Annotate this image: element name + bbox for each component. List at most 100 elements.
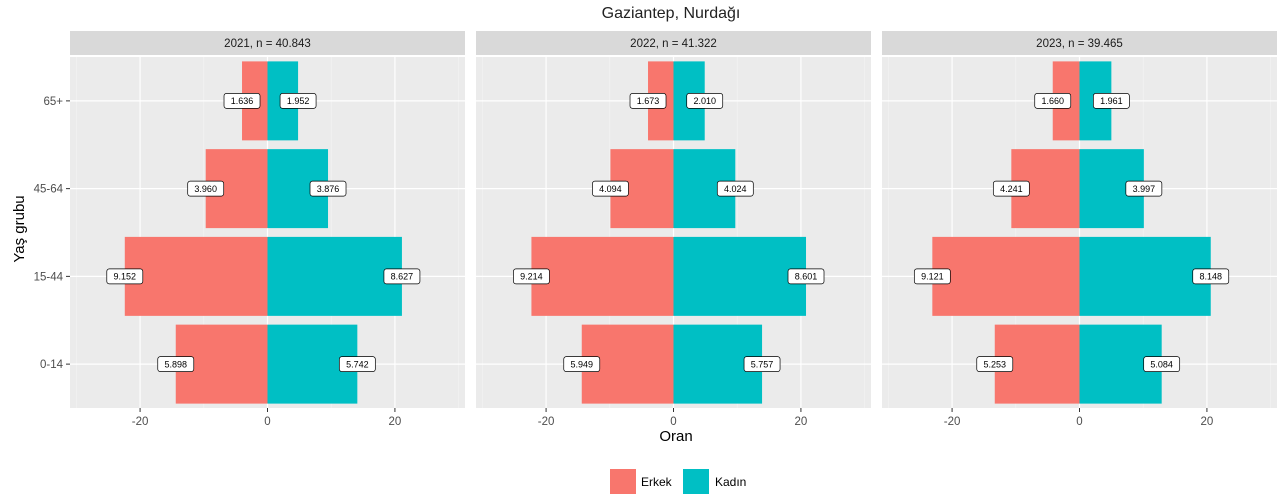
data-label: 5.253 bbox=[976, 356, 1014, 372]
data-label-text: 1.961 bbox=[1100, 96, 1123, 106]
data-label-box bbox=[787, 268, 825, 285]
data-label-box bbox=[743, 356, 781, 372]
x-axis-title: Oran bbox=[659, 428, 692, 445]
facet-panel: 2022, n = 41.322 5.949 9.214 4.094 1.673 5.75… bbox=[476, 31, 871, 428]
data-label-box bbox=[563, 356, 601, 372]
data-label-text: 8.148 bbox=[1199, 272, 1222, 282]
data-label: 1.673 bbox=[629, 93, 667, 109]
data-label: 9.152 bbox=[106, 268, 144, 285]
x-tick-label: 20 bbox=[1201, 416, 1214, 428]
bar-kadın-15-44 bbox=[267, 236, 402, 316]
chart-title: Gaziantep, Nurdağı bbox=[602, 5, 741, 22]
y-tick-label: 15-44 bbox=[34, 271, 64, 283]
x-tick-label: 0 bbox=[264, 416, 270, 428]
data-label-text: 5.084 bbox=[1150, 359, 1173, 369]
data-label-text: 8.601 bbox=[795, 272, 818, 282]
data-label-text: 2.010 bbox=[693, 96, 716, 106]
bar-erkek-15-44 bbox=[932, 236, 1080, 316]
data-label: 8.148 bbox=[1192, 268, 1230, 285]
y-tick-label: 45-64 bbox=[34, 184, 64, 196]
facet-panel: 2023, n = 39.465 5.253 9.121 4.241 1.660 5.08… bbox=[882, 31, 1277, 428]
data-label: 5.949 bbox=[563, 356, 601, 372]
data-label-box bbox=[629, 93, 667, 109]
data-label: 1.952 bbox=[279, 93, 317, 109]
data-label: 1.961 bbox=[1093, 93, 1130, 109]
data-label-text: 5.253 bbox=[984, 359, 1007, 369]
data-label: 3.960 bbox=[187, 180, 225, 197]
data-label-box bbox=[513, 268, 550, 285]
data-label-box bbox=[913, 268, 951, 285]
data-label: 3.997 bbox=[1125, 180, 1163, 197]
legend-swatch-erkek bbox=[610, 469, 636, 494]
data-label-text: 1.660 bbox=[1041, 96, 1064, 106]
data-label-text: 5.742 bbox=[346, 359, 369, 369]
x-tick-label: 0 bbox=[1076, 416, 1082, 428]
data-label: 9.214 bbox=[513, 268, 550, 285]
data-label: 1.636 bbox=[223, 93, 261, 109]
y-axis-title: Yaş grubu bbox=[11, 195, 28, 262]
legend-swatch-kadin bbox=[683, 469, 709, 494]
data-label-box bbox=[223, 93, 261, 109]
data-label-text: 3.960 bbox=[194, 184, 217, 194]
data-label-box bbox=[992, 180, 1030, 197]
data-label-text: 9.214 bbox=[520, 272, 543, 282]
data-label-text: 9.152 bbox=[114, 272, 137, 282]
facet-panel: 2021, n = 40.843 5.898 9.152 3.960 1.636 5.74… bbox=[70, 31, 465, 428]
data-label-text: 3.876 bbox=[317, 184, 340, 194]
data-label: 4.094 bbox=[592, 180, 629, 197]
data-label-text: 5.898 bbox=[164, 359, 187, 369]
facet-strip bbox=[70, 31, 465, 55]
data-label-box bbox=[338, 356, 376, 372]
data-label-box bbox=[157, 356, 195, 372]
facet-strip-label: 2022, n = 41.322 bbox=[630, 38, 717, 50]
bar-kadın-15-44 bbox=[1079, 236, 1211, 316]
data-label-box bbox=[383, 268, 421, 285]
data-label-text: 1.952 bbox=[287, 96, 310, 106]
data-label-box bbox=[716, 180, 754, 197]
data-label: 3.876 bbox=[309, 180, 347, 197]
data-label: 9.121 bbox=[913, 268, 951, 285]
data-label-box bbox=[1125, 180, 1163, 197]
data-label: 8.601 bbox=[787, 268, 825, 285]
bar-erkek-15-44 bbox=[124, 236, 268, 316]
data-label-box bbox=[1034, 93, 1072, 109]
data-label: 2.010 bbox=[686, 93, 724, 109]
data-label: 5.084 bbox=[1143, 356, 1181, 372]
data-label-box bbox=[106, 268, 144, 285]
data-label: 5.898 bbox=[157, 356, 195, 372]
data-label-box bbox=[976, 356, 1014, 372]
data-label-text: 4.024 bbox=[724, 184, 747, 194]
data-label-text: 5.757 bbox=[751, 359, 774, 369]
data-label-text: 3.997 bbox=[1133, 184, 1156, 194]
legend-label: Erkek bbox=[641, 475, 673, 489]
data-label: 5.757 bbox=[743, 356, 781, 372]
data-label-box bbox=[686, 93, 724, 109]
facet-panels: 2021, n = 40.843 5.898 9.152 3.960 1.636 5.74… bbox=[70, 31, 1277, 428]
data-label-box bbox=[1192, 268, 1230, 285]
x-tick-label: 0 bbox=[670, 416, 676, 428]
data-label-box bbox=[1093, 93, 1130, 109]
data-label-text: 5.949 bbox=[570, 359, 593, 369]
x-tick-label: -20 bbox=[132, 416, 149, 428]
data-label-text: 9.121 bbox=[921, 272, 944, 282]
data-label-box bbox=[279, 93, 317, 109]
data-label-text: 4.241 bbox=[1000, 184, 1023, 194]
data-label-text: 8.627 bbox=[391, 272, 414, 282]
facet-strip-label: 2023, n = 39.465 bbox=[1036, 38, 1123, 50]
x-tick-label: -20 bbox=[538, 416, 555, 428]
bar-erkek-15-44 bbox=[531, 236, 674, 316]
data-label-text: 1.673 bbox=[637, 96, 660, 106]
y-tick-label: 65+ bbox=[43, 96, 63, 108]
bar-kadın-15-44 bbox=[673, 236, 807, 316]
x-tick-label: 20 bbox=[795, 416, 808, 428]
x-tick-label: 20 bbox=[389, 416, 402, 428]
legend: Erkek Kadın bbox=[610, 469, 746, 494]
data-label: 8.627 bbox=[383, 268, 421, 285]
data-label-box bbox=[309, 180, 347, 197]
facet-strip-label: 2021, n = 40.843 bbox=[224, 38, 311, 50]
data-label-text: 4.094 bbox=[599, 184, 622, 194]
data-label: 1.660 bbox=[1034, 93, 1072, 109]
y-axis: 0-14 15-44 45-64 65+ bbox=[34, 96, 70, 371]
data-label-box bbox=[187, 180, 225, 197]
